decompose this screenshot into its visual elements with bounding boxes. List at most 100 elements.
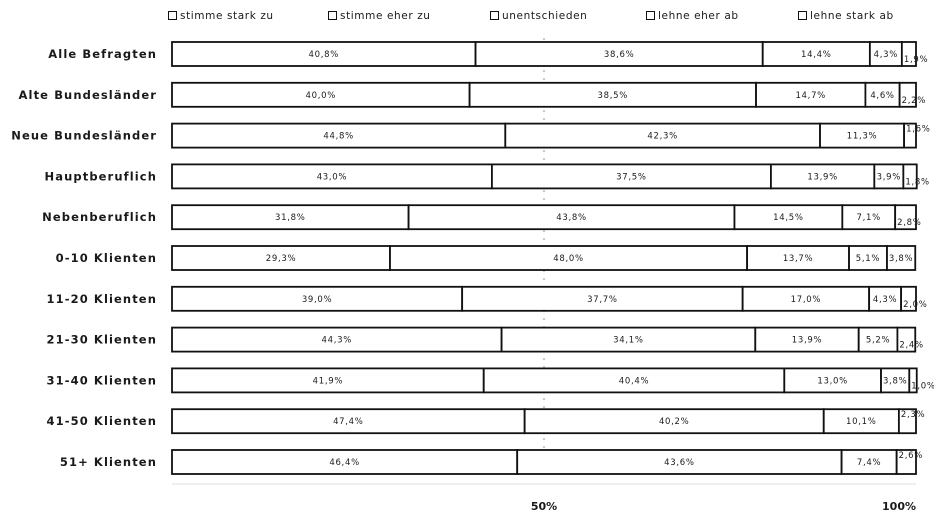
bar-segment-stimme-stark-zu: [171, 245, 391, 271]
bar-segment-stimme-eher-zu: [482, 367, 786, 394]
legend-label: unentschieden: [502, 10, 588, 22]
data-label: 13,9%: [807, 172, 838, 182]
bar-segment-stimme-stark-zu: [171, 367, 485, 394]
category-label-0-10-klienten: 0-10 Klienten: [56, 251, 157, 265]
data-label: 29,3%: [266, 254, 297, 264]
legend-item-lehne-eher-ab: lehne eher ab: [646, 10, 739, 22]
legend-item-stimme-stark-zu: stimme stark zu: [168, 10, 274, 22]
data-label: 17,0%: [791, 295, 822, 305]
bar-segment-lehne-stark-ab: [908, 367, 918, 394]
x-tick-label: 100%: [882, 500, 916, 513]
data-label: 40,0%: [306, 91, 337, 101]
legend-swatch: [798, 11, 807, 20]
bar-segment-lehne-stark-ab: [896, 326, 917, 353]
category-label-nebenberuflich: Nebenberuflich: [42, 210, 157, 224]
data-label: 2,6%: [899, 451, 923, 461]
data-label: 2,3%: [901, 410, 925, 420]
data-label: 40,2%: [659, 417, 690, 427]
legend-swatch: [328, 11, 337, 20]
bar-segment-stimme-stark-zu: [171, 326, 503, 353]
bar-segment-lehne-eher-ab: [848, 245, 888, 271]
data-label: 13,7%: [783, 254, 814, 264]
bar-segment-unentschieden: [741, 285, 871, 312]
data-label: 14,4%: [801, 50, 832, 60]
category-label-41-50-klienten: 41-50 Klienten: [47, 414, 157, 428]
data-label: 37,7%: [587, 295, 618, 305]
bar-segment-lehne-eher-ab: [903, 122, 917, 149]
data-label: 14,7%: [795, 91, 826, 101]
bar-segment-unentschieden: [755, 81, 867, 108]
bar-segment-stimme-eher-zu: [516, 449, 843, 475]
data-label: 42,3%: [647, 132, 678, 142]
data-label: 31,8%: [275, 213, 306, 223]
legend-item-lehne-stark-ab: lehne stark ab: [798, 10, 894, 22]
data-label: 38,5%: [598, 91, 629, 101]
category-label-alte-bundeslaender: Alte Bundesländer: [19, 88, 157, 102]
bar-segment-lehne-eher-ab: [857, 326, 899, 353]
data-label: 46,4%: [329, 458, 360, 468]
data-label: 44,8%: [323, 132, 354, 142]
category-label-51-klienten: 51+ Klienten: [60, 455, 157, 469]
data-label: 43,0%: [317, 172, 348, 182]
data-label: 5,1%: [856, 254, 880, 264]
bar-segment-stimme-stark-zu: [171, 408, 526, 435]
data-label: 1,8%: [905, 177, 929, 187]
data-label: 3,8%: [883, 376, 907, 386]
data-label: 2,4%: [899, 341, 923, 351]
data-label: 38,6%: [604, 50, 635, 60]
data-label: 41,9%: [313, 376, 344, 386]
bar-segment-lehne-stark-ab: [894, 204, 917, 231]
data-label: 13,9%: [792, 336, 823, 346]
data-label: 47,4%: [333, 417, 364, 427]
bar-segment-unentschieden: [770, 163, 876, 190]
bar-segment-stimme-stark-zu: [171, 41, 477, 67]
data-label: 10,1%: [846, 417, 877, 427]
data-label: 7,4%: [857, 458, 881, 468]
data-label: 2,8%: [897, 218, 921, 228]
category-label-11-20-klienten: 11-20 Klienten: [47, 292, 157, 306]
data-label: 40,4%: [619, 376, 650, 386]
bar-segment-lehne-eher-ab: [873, 163, 905, 190]
data-label: 44,3%: [322, 336, 353, 346]
bar-segment-stimme-eher-zu: [407, 204, 736, 231]
category-label-hauptberuflich: Hauptberuflich: [45, 169, 157, 183]
bar-segment-stimme-eher-zu: [491, 163, 772, 190]
data-label: 13,0%: [817, 376, 848, 386]
data-label: 1,6%: [906, 125, 930, 135]
chart-legend: stimme stark zu stimme eher zu unentschied…: [168, 10, 928, 30]
data-label: 3,8%: [889, 254, 913, 264]
legend-label: stimme eher zu: [340, 10, 431, 22]
data-label: 3,9%: [877, 172, 901, 182]
legend-swatch: [168, 11, 177, 20]
bar-segment-stimme-stark-zu: [171, 204, 410, 231]
bar-segment-stimme-stark-zu: [171, 81, 471, 108]
bar-segment-lehne-eher-ab: [897, 408, 917, 435]
data-label: 7,1%: [857, 213, 881, 223]
bar-segment-stimme-stark-zu: [171, 285, 464, 312]
category-label-alle-befragten: Alle Befragten: [48, 47, 157, 61]
data-label: 48,0%: [553, 254, 584, 264]
bar-segment-lehne-stark-ab: [898, 81, 917, 108]
legend-item-unentschieden: unentschieden: [490, 10, 587, 22]
data-label: 2,0%: [903, 300, 927, 310]
data-label: 4,6%: [870, 91, 894, 101]
data-label: 39,0%: [302, 295, 333, 305]
legend-swatch: [646, 11, 655, 20]
legend-label: stimme stark zu: [180, 10, 274, 22]
data-label: 1,9%: [904, 55, 928, 65]
bar-segment-stimme-stark-zu: [171, 163, 493, 190]
category-label-31-40-klienten: 31-40 Klienten: [47, 373, 157, 387]
category-label-21-30-klienten: 21-30 Klienten: [47, 333, 157, 347]
bar-segment-unentschieden: [840, 449, 898, 475]
x-tick-label: 50%: [531, 500, 557, 513]
legend-label: lehne stark ab: [810, 10, 894, 22]
data-label: 34,1%: [613, 336, 644, 346]
data-label: 2,2%: [902, 96, 926, 106]
legend-label: lehne eher ab: [658, 10, 739, 22]
data-label: 43,8%: [556, 213, 587, 223]
data-label: 37,5%: [616, 172, 647, 182]
bar-segment-lehne-eher-ab: [868, 41, 903, 67]
bar-segment-stimme-stark-zu: [171, 122, 507, 149]
bar-segment-lehne-eher-ab: [841, 204, 897, 231]
